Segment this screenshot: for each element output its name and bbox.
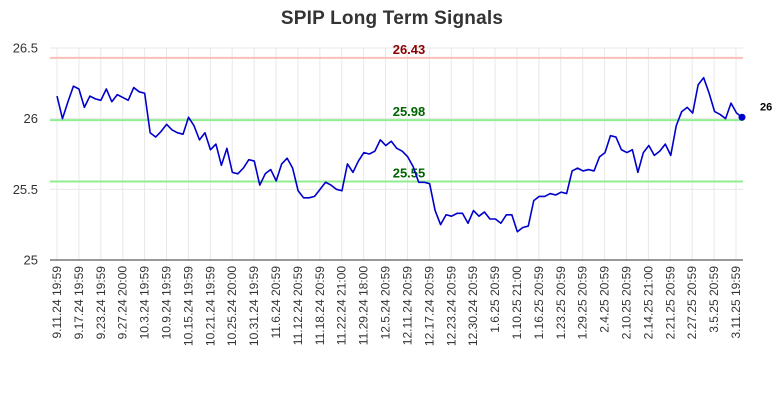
x-tick-label: 12.5.24 20:59	[379, 266, 393, 340]
x-tick-label: 12.11.24 20:59	[400, 266, 414, 346]
y-tick-label: 26.5	[13, 41, 38, 56]
x-tick-label: 9.23.24 19:59	[94, 266, 108, 340]
signal-label: 25.55	[393, 166, 426, 181]
x-tick-label: 11.29.24 18:00	[357, 266, 371, 346]
x-tick-label: 9.11.24 19:59	[50, 266, 64, 339]
x-tick-label: 1.23.25 20:59	[554, 266, 568, 340]
y-tick-label: 26	[24, 111, 38, 126]
x-tick-label: 10.3.24 19:59	[138, 266, 152, 340]
x-tick-label: 12.30.24 20:59	[466, 266, 480, 346]
signal-label: 25.98	[393, 104, 426, 119]
x-tick-label: 1.29.25 20:59	[576, 266, 590, 340]
chart-title: SPIP Long Term Signals	[280, 8, 504, 29]
x-tick-label: 2.10.25 20:59	[619, 266, 633, 340]
x-tick-label: 12.17.24 20:59	[422, 266, 436, 346]
signal-label: 26.43	[393, 42, 426, 57]
last-value-label: 26	[760, 101, 772, 113]
x-tick-label: 10.21.24 19:59	[203, 266, 217, 346]
x-tick-label: 10.25.24 20:00	[225, 266, 239, 346]
x-tick-label: 11.6.24 20:59	[269, 266, 283, 339]
x-tick-label: 1.16.25 20:59	[532, 266, 546, 340]
y-tick-label: 25	[24, 253, 38, 268]
x-tick-label: 10.15.24 19:59	[181, 266, 195, 346]
x-tick-label: 2.27.25 20:59	[685, 266, 699, 340]
x-tick-label: 10.9.24 19:59	[160, 266, 174, 340]
x-tick-label: 11.18.24 20:59	[313, 266, 327, 346]
x-tick-label: 2.4.25 20:59	[598, 266, 612, 333]
x-tick-label: 11.22.24 21:00	[335, 266, 349, 346]
x-tick-label: 3.11.25 19:59	[729, 266, 743, 339]
x-tick-label: 9.27.24 20:00	[116, 266, 130, 340]
x-tick-label: 3.5.25 20:59	[707, 266, 721, 333]
x-tick-label: 2.21.25 20:59	[663, 266, 677, 340]
price-line	[56, 76, 743, 233]
y-tick-label: 25.5	[13, 182, 38, 197]
x-tick-label: 12.23.24 20:59	[444, 266, 458, 346]
x-tick-label: 1.10.25 21:00	[510, 266, 524, 340]
x-tick-label: 11.12.24 20:59	[291, 266, 305, 346]
last-point-marker	[738, 113, 746, 121]
x-tick-label: 10.31.24 19:59	[247, 266, 261, 346]
x-tick-label: 9.17.24 19:59	[72, 266, 86, 340]
x-tick-label: 2.14.25 21:00	[641, 266, 655, 340]
x-tick-label: 1.6.25 20:59	[488, 266, 502, 333]
